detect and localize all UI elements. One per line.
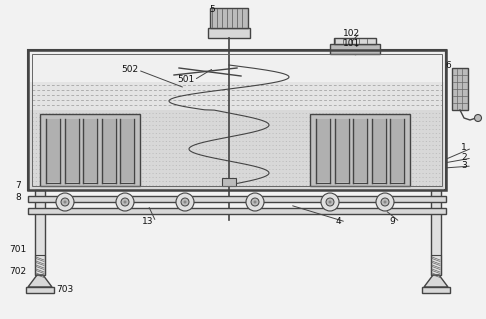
Polygon shape xyxy=(28,275,52,287)
Text: 702: 702 xyxy=(9,268,27,277)
Bar xyxy=(28,196,446,202)
Text: 8: 8 xyxy=(15,192,21,202)
Circle shape xyxy=(376,193,394,211)
Text: 102: 102 xyxy=(344,28,361,38)
Circle shape xyxy=(329,201,331,204)
Bar xyxy=(35,255,45,275)
Bar xyxy=(210,8,248,28)
Text: 7: 7 xyxy=(15,181,21,189)
Bar xyxy=(391,119,403,182)
Bar xyxy=(26,287,54,293)
Text: 5: 5 xyxy=(209,5,215,14)
Circle shape xyxy=(474,115,482,122)
Text: 6: 6 xyxy=(445,61,451,70)
Bar xyxy=(354,119,366,182)
Bar xyxy=(32,54,442,186)
Bar xyxy=(47,119,59,182)
Bar xyxy=(28,50,446,190)
Circle shape xyxy=(181,198,189,206)
Circle shape xyxy=(64,201,67,204)
Bar xyxy=(317,119,329,182)
Circle shape xyxy=(321,193,339,211)
Bar xyxy=(452,68,468,110)
Circle shape xyxy=(246,193,264,211)
Bar xyxy=(84,119,96,182)
Circle shape xyxy=(116,193,134,211)
Circle shape xyxy=(381,198,389,206)
Text: 101: 101 xyxy=(344,40,361,48)
Text: 2: 2 xyxy=(461,153,467,162)
Bar xyxy=(30,110,444,190)
Circle shape xyxy=(123,201,126,204)
Bar xyxy=(28,50,446,190)
Circle shape xyxy=(61,198,69,206)
Bar xyxy=(330,44,380,54)
Polygon shape xyxy=(424,275,448,287)
Text: 13: 13 xyxy=(142,218,154,226)
Bar xyxy=(422,287,450,293)
Bar xyxy=(431,190,441,275)
Bar xyxy=(222,178,236,186)
Circle shape xyxy=(326,198,334,206)
Circle shape xyxy=(56,193,74,211)
Text: 4: 4 xyxy=(335,218,341,226)
Bar xyxy=(28,208,446,214)
Text: 502: 502 xyxy=(122,65,139,75)
Text: 9: 9 xyxy=(389,218,395,226)
Bar xyxy=(208,28,250,38)
Circle shape xyxy=(383,201,386,204)
Bar xyxy=(310,114,410,186)
Circle shape xyxy=(121,198,129,206)
Bar xyxy=(431,255,441,275)
Bar xyxy=(66,119,77,182)
Text: 1: 1 xyxy=(461,144,467,152)
Bar xyxy=(372,119,384,182)
Bar xyxy=(121,119,133,182)
Circle shape xyxy=(184,201,187,204)
Text: 501: 501 xyxy=(177,76,194,85)
Circle shape xyxy=(176,193,194,211)
Text: 701: 701 xyxy=(9,246,27,255)
Bar xyxy=(30,52,444,84)
Bar xyxy=(35,190,45,275)
Circle shape xyxy=(251,198,259,206)
Text: 703: 703 xyxy=(56,286,73,294)
Bar xyxy=(40,114,140,186)
Bar xyxy=(334,38,376,44)
Bar xyxy=(30,82,444,110)
Circle shape xyxy=(254,201,257,204)
Bar xyxy=(335,119,347,182)
Text: 3: 3 xyxy=(461,161,467,170)
Bar xyxy=(103,119,115,182)
